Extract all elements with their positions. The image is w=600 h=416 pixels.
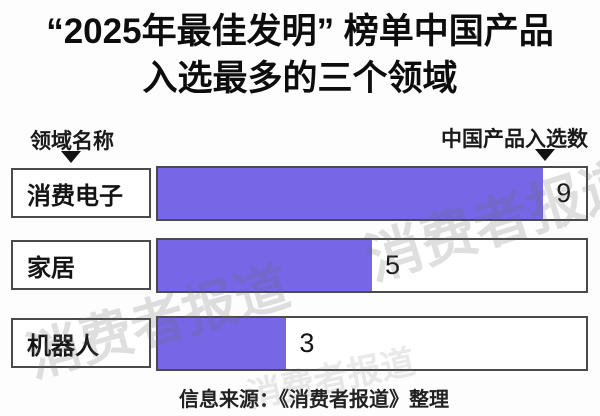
bar-value: 5 bbox=[385, 250, 401, 280]
category-label-consumer-electronics: 消费电子 bbox=[11, 168, 151, 218]
value-axis-label: 中国产品入选数 bbox=[441, 128, 588, 151]
bar-fill bbox=[158, 318, 287, 369]
bar-value: 9 bbox=[556, 178, 572, 208]
source-note: 信息来源：《消费者报道》整理 bbox=[179, 389, 449, 411]
bar-fill bbox=[158, 240, 372, 291]
bar-track: 9 bbox=[156, 166, 588, 221]
title-line-1: “2025年最佳发明” 榜单中国产品 bbox=[46, 12, 554, 51]
bar-track: 5 bbox=[156, 238, 588, 293]
title-line-2: 入选最多的三个领域 bbox=[142, 59, 458, 98]
category-label-robot: 机器人 bbox=[11, 318, 151, 368]
category-label-home: 家居 bbox=[11, 240, 151, 290]
bar-track: 3 bbox=[156, 316, 588, 371]
page-title: “2025年最佳发明” 榜单中国产品 入选最多的三个领域 bbox=[0, 8, 600, 102]
down-arrow-icon bbox=[61, 151, 81, 163]
bar-fill bbox=[158, 168, 544, 219]
down-arrow-icon bbox=[535, 149, 555, 161]
bar-value: 3 bbox=[299, 328, 315, 358]
category-axis-label: 领域名称 bbox=[30, 130, 114, 153]
